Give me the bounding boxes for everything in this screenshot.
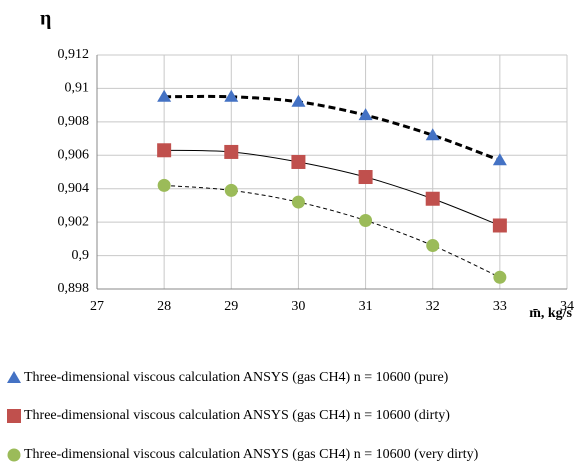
data-point	[493, 270, 507, 284]
y-tick-label: 0,898	[58, 281, 90, 296]
trendline	[164, 184, 501, 278]
data-point	[157, 178, 171, 192]
data-point	[359, 213, 373, 227]
data-point	[425, 191, 440, 206]
data-point	[224, 89, 239, 102]
x-axis-label: m̄, kg/s	[529, 306, 572, 321]
data-point	[358, 108, 373, 121]
x-tick-label: 29	[224, 299, 238, 314]
x-tick-label: 33	[493, 299, 507, 314]
y-tick-label: 0,9	[72, 248, 90, 263]
legend-marker	[7, 409, 21, 423]
x-tick-label: 30	[291, 299, 305, 314]
data-point	[291, 154, 306, 169]
x-tick-label: 27	[90, 299, 104, 314]
y-tick-label: 0,904	[58, 181, 90, 196]
data-point	[425, 128, 440, 141]
data-point	[492, 153, 507, 166]
x-tick-label: 28	[157, 299, 171, 314]
data-point	[291, 195, 305, 209]
y-tick-label: 0,91	[65, 81, 90, 96]
data-point	[157, 143, 172, 158]
y-tick-label: 0,902	[58, 214, 90, 229]
legend-label: Three-dimensional viscous calculation AN…	[24, 447, 479, 462]
y-tick-label: 0,912	[58, 47, 90, 62]
trendline	[164, 94, 501, 162]
data-point	[224, 144, 239, 159]
x-tick-label: 32	[426, 299, 440, 314]
y-tick-label: 0,908	[58, 114, 90, 129]
data-point	[492, 218, 507, 233]
data-point	[291, 94, 306, 107]
data-point	[358, 170, 373, 185]
data-point	[224, 183, 238, 197]
legend-label: Three-dimensional viscous calculation AN…	[24, 408, 450, 423]
legend-marker	[7, 448, 21, 462]
legend-marker	[7, 371, 21, 383]
x-tick-label: 31	[359, 299, 373, 314]
data-point	[426, 239, 440, 253]
x-tick-label: 34	[560, 299, 574, 314]
legend-label: Three-dimensional viscous calculation AN…	[24, 370, 449, 385]
y-tick-label: 0,906	[58, 148, 90, 163]
trendline	[164, 149, 501, 226]
data-point	[157, 89, 172, 102]
chart-title: η	[40, 8, 51, 30]
